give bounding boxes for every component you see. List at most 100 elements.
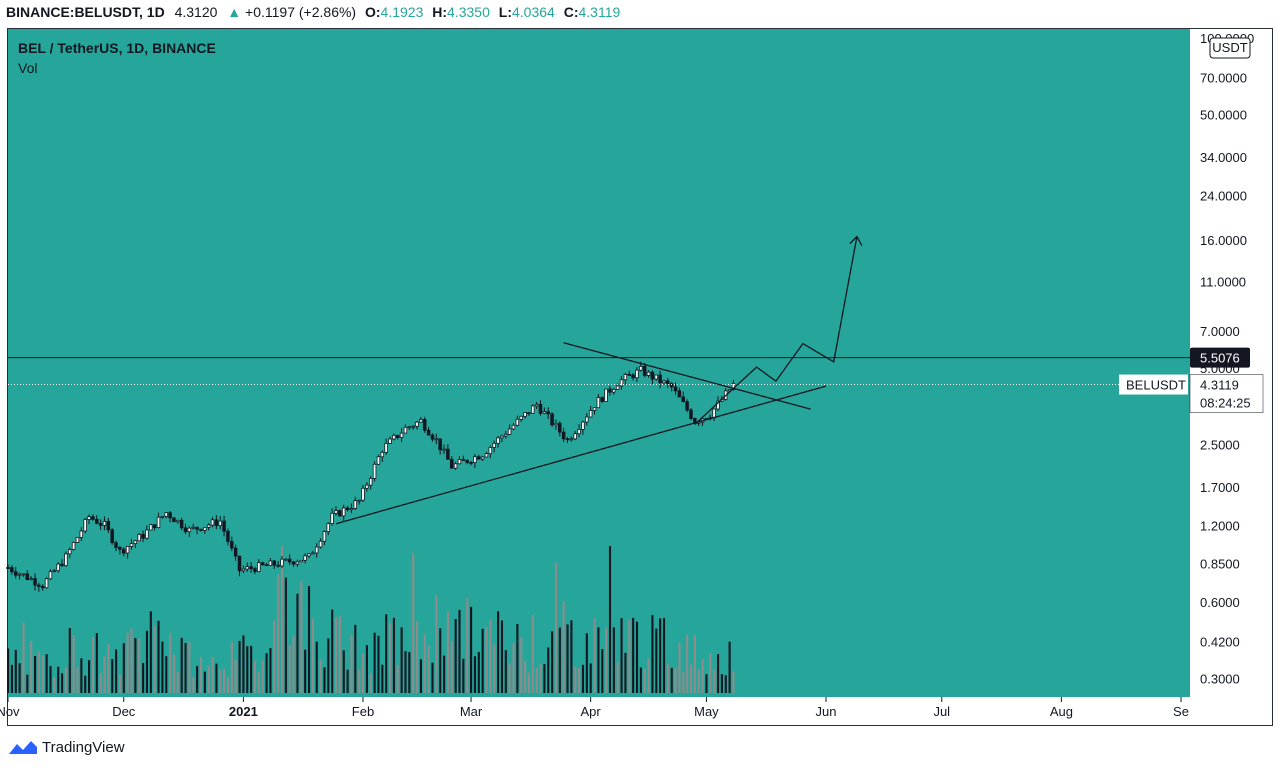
plot-background[interactable] xyxy=(8,29,1190,697)
candle[interactable] xyxy=(558,421,562,437)
candle[interactable] xyxy=(550,412,554,427)
candle[interactable] xyxy=(380,450,385,463)
candle[interactable] xyxy=(71,541,76,551)
candle[interactable] xyxy=(631,373,635,381)
candle[interactable] xyxy=(179,517,184,531)
candle[interactable] xyxy=(334,506,338,516)
support-trendline[interactable] xyxy=(335,385,827,525)
candle[interactable] xyxy=(685,399,689,413)
candle[interactable] xyxy=(137,532,141,542)
candle[interactable] xyxy=(206,522,211,531)
candle[interactable] xyxy=(257,559,261,573)
candle[interactable] xyxy=(10,565,14,575)
candle[interactable] xyxy=(662,379,666,385)
chart-frame[interactable] xyxy=(7,28,1273,726)
candle[interactable] xyxy=(511,422,516,431)
candle[interactable] xyxy=(87,514,91,525)
candle[interactable] xyxy=(542,407,547,414)
candle[interactable] xyxy=(287,554,292,566)
candle[interactable] xyxy=(67,547,72,559)
candle[interactable] xyxy=(635,367,639,383)
candle[interactable] xyxy=(311,550,315,555)
candle[interactable] xyxy=(654,374,658,381)
candle[interactable] xyxy=(307,553,311,559)
candle[interactable] xyxy=(29,575,33,581)
candle[interactable] xyxy=(160,515,165,519)
candle[interactable] xyxy=(531,404,535,414)
candle[interactable] xyxy=(426,426,431,436)
candle[interactable] xyxy=(650,370,655,385)
candle[interactable] xyxy=(25,570,30,581)
tradingview-logo[interactable]: TradingView xyxy=(8,738,125,756)
candle[interactable] xyxy=(442,444,446,455)
candle[interactable] xyxy=(318,538,323,549)
candle[interactable] xyxy=(237,555,242,577)
candle[interactable] xyxy=(484,451,489,458)
candle[interactable] xyxy=(164,512,168,519)
candle[interactable] xyxy=(395,434,400,440)
candle[interactable] xyxy=(152,524,157,531)
candle[interactable] xyxy=(83,517,87,534)
candle[interactable] xyxy=(21,573,26,577)
candle[interactable] xyxy=(515,415,520,427)
candle[interactable] xyxy=(669,381,674,392)
candle[interactable] xyxy=(573,430,577,441)
candle[interactable] xyxy=(411,424,415,430)
candle[interactable] xyxy=(218,516,222,530)
candle[interactable] xyxy=(299,559,304,563)
candle[interactable] xyxy=(6,564,10,569)
candle[interactable] xyxy=(627,370,631,376)
candle[interactable] xyxy=(13,566,18,579)
candle[interactable] xyxy=(210,516,215,528)
candle[interactable] xyxy=(619,375,624,390)
candle[interactable] xyxy=(64,551,68,567)
candle[interactable] xyxy=(588,405,593,418)
candle[interactable] xyxy=(322,530,327,546)
candle[interactable] xyxy=(75,536,80,543)
candle[interactable] xyxy=(365,482,369,492)
candle[interactable] xyxy=(461,455,466,461)
candle[interactable] xyxy=(673,382,678,396)
candle[interactable] xyxy=(314,543,319,558)
candle[interactable] xyxy=(561,427,566,442)
resistance-trendline[interactable] xyxy=(563,342,811,410)
candle[interactable] xyxy=(17,572,22,580)
candle[interactable] xyxy=(449,455,454,469)
candle[interactable] xyxy=(666,377,670,389)
candle[interactable] xyxy=(592,407,597,415)
candle[interactable] xyxy=(430,433,435,442)
candle[interactable] xyxy=(604,388,608,402)
candle[interactable] xyxy=(268,558,273,566)
candle[interactable] xyxy=(496,435,500,448)
candle[interactable] xyxy=(191,523,195,530)
candle[interactable] xyxy=(280,555,284,569)
candle[interactable] xyxy=(384,438,388,455)
candle[interactable] xyxy=(465,459,469,465)
candle[interactable] xyxy=(226,528,230,546)
candle[interactable] xyxy=(361,484,365,503)
candle[interactable] xyxy=(546,407,550,420)
candle[interactable] xyxy=(581,420,585,435)
candle[interactable] xyxy=(534,402,539,410)
candle[interactable] xyxy=(565,436,570,444)
candle[interactable] xyxy=(504,430,508,439)
candle[interactable] xyxy=(612,388,616,395)
candle[interactable] xyxy=(388,436,392,444)
currency-badge[interactable]: USDT xyxy=(1209,37,1251,59)
candle[interactable] xyxy=(114,540,118,552)
candle[interactable] xyxy=(658,370,662,389)
candle[interactable] xyxy=(98,519,103,531)
candle[interactable] xyxy=(326,522,331,536)
candle[interactable] xyxy=(172,516,176,523)
candle[interactable] xyxy=(133,540,138,549)
candle[interactable] xyxy=(600,396,604,404)
candle[interactable] xyxy=(422,416,427,433)
candle[interactable] xyxy=(203,526,207,534)
candle[interactable] xyxy=(368,476,373,490)
candle[interactable] xyxy=(199,528,203,532)
candle[interactable] xyxy=(145,525,149,540)
candle[interactable] xyxy=(245,562,249,572)
candle[interactable] xyxy=(295,559,300,567)
candle[interactable] xyxy=(415,420,419,430)
